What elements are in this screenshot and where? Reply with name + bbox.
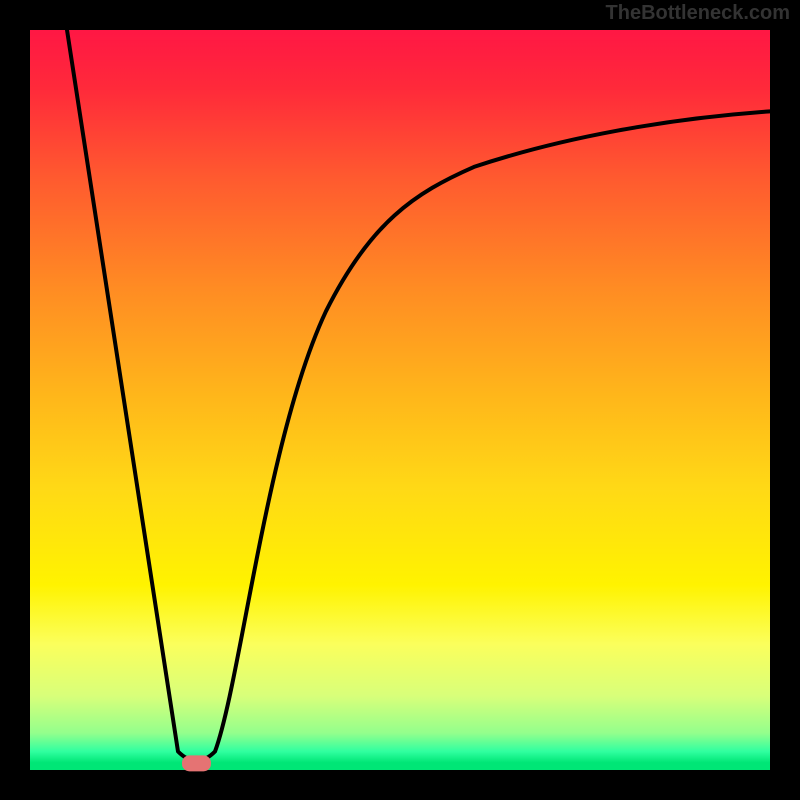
attribution-text: TheBottleneck.com [606,2,790,25]
optimum-marker [183,756,211,771]
chart-container: { "attribution": "TheBottleneck.com", "a… [0,0,800,800]
chart-background [30,30,770,770]
bottleneck-chart [0,0,800,800]
